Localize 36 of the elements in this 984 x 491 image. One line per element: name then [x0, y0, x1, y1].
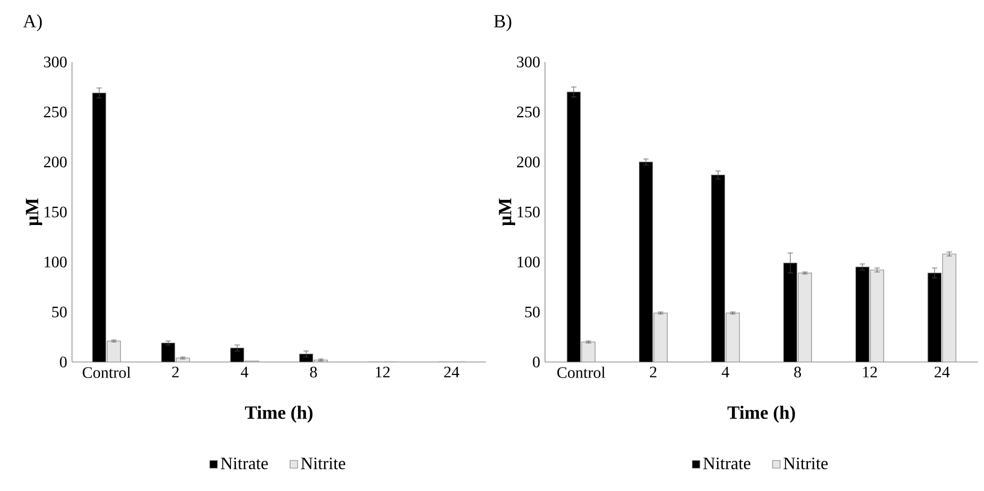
y-tick-label: 250	[44, 106, 67, 118]
x-tick-label: 4	[722, 366, 730, 378]
y-tick-label: 150	[44, 206, 67, 218]
legend-label: Nitrate	[703, 458, 750, 470]
x-tick-label: 12	[376, 366, 390, 378]
y-axis-title: µM	[498, 198, 516, 226]
y-tick-label: 50	[525, 306, 540, 318]
x-tick-label: 8	[794, 366, 801, 378]
y-tick-label: 150	[518, 206, 540, 218]
y-tick-label: 100	[44, 256, 67, 268]
y-tick-label: 300	[44, 56, 67, 68]
y-tick-label: 200	[44, 156, 67, 168]
legend-label: Nitrate	[220, 458, 268, 470]
y-tick-label: 200	[517, 156, 540, 168]
legend-label: Nitrite	[784, 458, 828, 470]
x-tick-label: Control	[557, 366, 606, 378]
x-tick-label: 2	[650, 366, 656, 378]
legend-label: Nitrite	[301, 458, 346, 470]
x-tick-label: 2	[172, 366, 179, 378]
x-tick-label: 12	[863, 366, 877, 378]
y-tick-label: 50	[52, 306, 67, 318]
x-tick-label: 4	[240, 366, 248, 378]
x-tick-label: 24	[934, 366, 950, 378]
x-axis-title: Time (h)	[244, 406, 312, 423]
chart-title: B)	[494, 14, 512, 32]
x-tick-label: Control	[82, 366, 131, 378]
y-tick-label: 100	[518, 256, 540, 268]
x-tick-label: 24	[444, 366, 460, 378]
y-tick-label: 0	[60, 356, 67, 368]
x-axis-title: Time (h)	[727, 406, 795, 423]
y-axis-title: µM	[26, 198, 42, 226]
x-tick-label: 8	[310, 366, 317, 378]
y-tick-label: 250	[517, 106, 540, 118]
y-tick-label: 0	[532, 356, 540, 368]
y-tick-label: 300	[517, 56, 540, 68]
chart-title: A)	[23, 14, 42, 32]
